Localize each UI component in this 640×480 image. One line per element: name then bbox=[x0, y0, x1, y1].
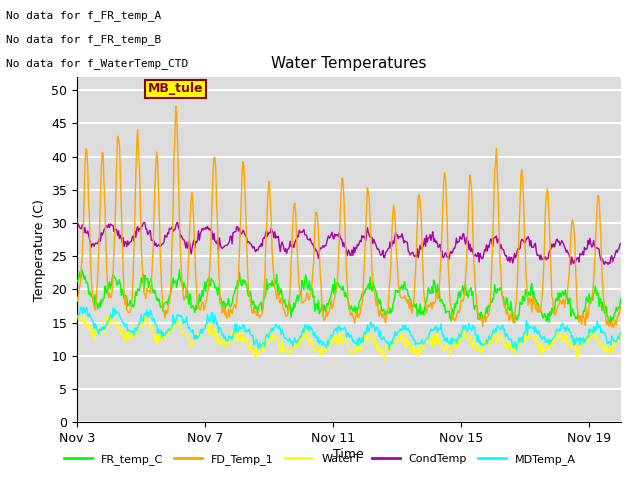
FR_temp_C bbox=[320, 302, 328, 308]
CondTemp bbox=[617, 241, 625, 247]
CondTemp bbox=[213, 240, 221, 246]
FD_Temp_1 bbox=[394, 281, 402, 287]
CondTemp bbox=[604, 262, 612, 267]
WaterT bbox=[142, 312, 150, 318]
MDTemp_A bbox=[320, 340, 328, 346]
WaterT bbox=[381, 358, 388, 363]
FD_Temp_1 bbox=[73, 294, 81, 300]
FD_Temp_1 bbox=[320, 317, 328, 323]
Text: No data for f_FR_temp_A: No data for f_FR_temp_A bbox=[6, 10, 162, 21]
Text: No data for f_FR_temp_B: No data for f_FR_temp_B bbox=[6, 34, 162, 45]
CondTemp bbox=[73, 216, 81, 221]
WaterT bbox=[617, 334, 625, 340]
FD_Temp_1 bbox=[437, 254, 445, 260]
WaterT bbox=[320, 348, 328, 354]
MDTemp_A bbox=[437, 321, 445, 327]
FD_Temp_1 bbox=[214, 223, 221, 228]
WaterT bbox=[214, 342, 221, 348]
MDTemp_A bbox=[394, 329, 402, 335]
FR_temp_C bbox=[214, 292, 221, 298]
WaterT bbox=[484, 342, 492, 348]
CondTemp bbox=[169, 228, 177, 234]
MDTemp_A bbox=[73, 316, 81, 322]
FR_temp_C bbox=[175, 267, 183, 273]
Legend: FR_temp_C, FD_Temp_1, WaterT, CondTemp, MDTemp_A: FR_temp_C, FD_Temp_1, WaterT, CondTemp, … bbox=[60, 450, 580, 469]
MDTemp_A bbox=[214, 320, 221, 325]
Y-axis label: Temperature (C): Temperature (C) bbox=[33, 199, 45, 300]
Line: FD_Temp_1: FD_Temp_1 bbox=[77, 106, 621, 327]
CondTemp bbox=[436, 241, 444, 247]
CondTemp bbox=[394, 232, 401, 238]
FR_temp_C bbox=[483, 311, 491, 316]
Text: No data for f_WaterTemp_CTD: No data for f_WaterTemp_CTD bbox=[6, 58, 189, 69]
MDTemp_A bbox=[513, 347, 520, 353]
FR_temp_C bbox=[73, 278, 81, 284]
FD_Temp_1 bbox=[483, 314, 491, 320]
FR_temp_C bbox=[437, 297, 445, 303]
MDTemp_A bbox=[617, 330, 625, 336]
Line: WaterT: WaterT bbox=[77, 315, 621, 360]
MDTemp_A bbox=[77, 304, 85, 310]
X-axis label: Time: Time bbox=[333, 448, 364, 461]
FR_temp_C bbox=[511, 320, 518, 325]
CondTemp bbox=[319, 243, 327, 249]
Text: MB_tule: MB_tule bbox=[147, 83, 203, 96]
Line: FR_temp_C: FR_temp_C bbox=[77, 270, 621, 323]
WaterT bbox=[170, 323, 178, 328]
CondTemp bbox=[483, 242, 490, 248]
WaterT bbox=[73, 317, 81, 323]
FR_temp_C bbox=[169, 275, 177, 281]
Title: Water Temperatures: Water Temperatures bbox=[271, 57, 426, 72]
FR_temp_C bbox=[394, 287, 402, 293]
FD_Temp_1 bbox=[169, 206, 177, 212]
WaterT bbox=[438, 345, 445, 350]
WaterT bbox=[396, 334, 403, 339]
Line: MDTemp_A: MDTemp_A bbox=[77, 307, 621, 350]
Line: CondTemp: CondTemp bbox=[77, 218, 621, 264]
FD_Temp_1 bbox=[172, 103, 180, 109]
FR_temp_C bbox=[617, 296, 625, 301]
MDTemp_A bbox=[483, 341, 491, 347]
FD_Temp_1 bbox=[610, 324, 618, 330]
FD_Temp_1 bbox=[617, 304, 625, 310]
MDTemp_A bbox=[170, 315, 178, 321]
